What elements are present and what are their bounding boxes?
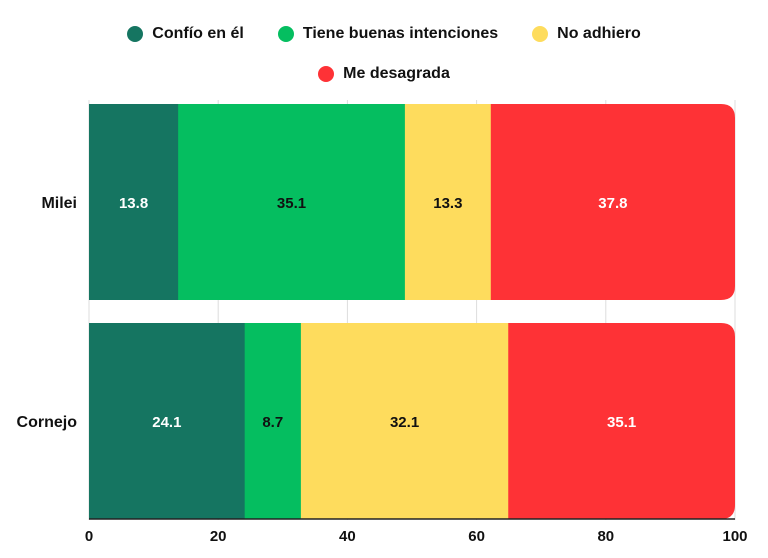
data-label: 32.1 <box>390 414 419 431</box>
legend-swatch <box>277 26 294 42</box>
bar-segment <box>404 104 492 300</box>
data-label: 35.1 <box>277 195 306 212</box>
legend-label: Tiene buenas intenciones <box>302 25 499 42</box>
x-tick-label: 100 <box>722 528 747 545</box>
legend-label: No adhiero <box>557 25 641 42</box>
legend-row: Confío en él Tiene buenas intenciones No… <box>0 14 768 54</box>
x-tick-label: 80 <box>597 528 614 545</box>
legend-item-me-desagrada: Me desagrada <box>318 65 450 83</box>
legend-item-no-adhiero: No adhiero <box>532 25 641 43</box>
legend-swatch <box>318 66 335 82</box>
bar-segment <box>89 323 246 519</box>
legend-item-buenas-intenciones: Tiene buenas intenciones <box>277 25 499 43</box>
bar-segment <box>244 323 302 519</box>
legend-swatch <box>532 26 549 42</box>
legend-swatch <box>127 26 144 42</box>
bar-segment <box>89 104 179 300</box>
data-label: 13.3 <box>433 195 462 212</box>
data-label: 35.1 <box>607 414 636 431</box>
category-label: Milei <box>41 195 77 212</box>
data-label: 37.8 <box>598 195 627 212</box>
legend-label: Confío en él <box>152 25 244 42</box>
legend-row: Me desagrada <box>0 54 768 94</box>
bar-segment <box>508 323 735 519</box>
bar-segment <box>178 104 406 300</box>
category-label: Cornejo <box>17 414 78 431</box>
x-tick-label: 0 <box>85 528 93 545</box>
data-label: 8.7 <box>262 414 283 431</box>
data-label: 24.1 <box>152 414 181 431</box>
bar-segment <box>300 323 509 519</box>
x-tick-label: 60 <box>468 528 485 545</box>
x-tick-label: 40 <box>339 528 356 545</box>
data-label: 13.8 <box>119 195 148 212</box>
legend-label: Me desagrada <box>343 65 450 82</box>
legend: Confío en él Tiene buenas intenciones No… <box>0 14 768 94</box>
x-tick-label: 20 <box>210 528 227 545</box>
bar-segment <box>490 104 735 300</box>
legend-item-confio: Confío en él <box>127 25 244 43</box>
